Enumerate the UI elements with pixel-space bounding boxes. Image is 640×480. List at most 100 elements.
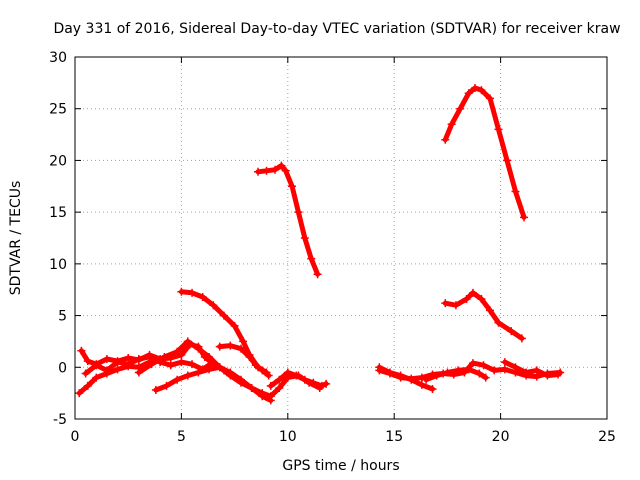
data-point	[456, 104, 465, 113]
data-point	[417, 380, 426, 389]
data-point	[288, 182, 297, 191]
data-point	[83, 381, 92, 390]
data-point	[543, 371, 552, 380]
grid-lines	[75, 57, 607, 419]
data-point	[239, 337, 248, 346]
data-point	[494, 318, 503, 327]
y-tick-label: 5	[58, 309, 67, 325]
x-tick-label: 15	[385, 429, 403, 445]
data-point	[230, 321, 239, 330]
data-point	[292, 371, 301, 380]
data-point	[183, 337, 192, 346]
data-point	[264, 371, 273, 380]
data-point	[266, 381, 275, 390]
data-point	[188, 288, 197, 297]
data-point	[134, 368, 143, 377]
data-point	[481, 373, 490, 382]
series-s15	[500, 358, 563, 380]
data-point	[502, 156, 511, 165]
data-point	[236, 378, 245, 387]
data-point	[194, 368, 203, 377]
data-point	[477, 86, 486, 95]
data-point	[477, 295, 486, 304]
data-point	[485, 306, 494, 315]
plot-frame	[74, 56, 608, 420]
data-point	[262, 166, 271, 175]
data-point	[277, 161, 286, 170]
data-point	[462, 295, 471, 304]
y-tick-label: 20	[49, 153, 67, 169]
data-point	[485, 94, 494, 103]
data-point	[281, 166, 290, 175]
data-point	[300, 234, 309, 242]
data-point	[451, 301, 460, 310]
data-point	[494, 125, 503, 134]
data-point	[300, 375, 309, 384]
data-point	[417, 373, 426, 382]
chart-title: Day 331 of 2016, Sidereal Day-to-day VTE…	[53, 21, 620, 37]
series-line	[442, 85, 527, 220]
data-point	[160, 352, 169, 361]
y-tick-label: 15	[49, 205, 67, 221]
data-point	[475, 369, 484, 378]
data-point	[215, 363, 224, 372]
data-point	[254, 167, 263, 176]
data-point	[258, 366, 267, 375]
y-tick-label: 30	[49, 50, 67, 66]
data-point	[198, 292, 207, 301]
data-point	[92, 361, 101, 370]
data-point	[313, 270, 322, 279]
x-tick-label: 10	[279, 429, 297, 445]
data-point	[490, 366, 499, 375]
data-point	[226, 341, 235, 350]
y-tick-label: 25	[49, 102, 67, 118]
series-s8	[75, 358, 154, 398]
x-tick-label: 20	[492, 429, 510, 445]
data-series	[75, 84, 565, 405]
data-point	[532, 366, 541, 375]
series-line	[153, 364, 274, 403]
data-point	[375, 366, 384, 375]
data-point	[183, 371, 192, 380]
x-axis-label: GPS time / hours	[282, 458, 399, 474]
data-point	[283, 368, 292, 377]
data-point	[307, 254, 316, 263]
data-point	[177, 358, 186, 367]
data-point	[226, 371, 235, 380]
series-s10	[134, 337, 324, 401]
data-point	[441, 135, 450, 144]
data-point	[162, 381, 171, 390]
series-line	[255, 163, 321, 277]
data-point	[147, 360, 156, 369]
data-point	[275, 383, 284, 392]
data-point	[500, 358, 509, 367]
y-axis-label: SDTVAR / TECUs	[8, 181, 24, 296]
data-point	[275, 375, 284, 384]
data-point	[407, 374, 416, 383]
data-point	[522, 368, 531, 377]
x-tick-label: 5	[177, 429, 186, 445]
data-point	[209, 301, 218, 310]
data-point	[134, 355, 143, 364]
series-s2	[441, 84, 529, 222]
data-point	[468, 288, 477, 297]
data-point	[432, 371, 441, 380]
data-point	[447, 120, 456, 129]
data-point	[188, 360, 197, 369]
data-point	[511, 363, 520, 372]
data-point	[124, 362, 133, 371]
data-point	[443, 368, 452, 377]
data-point	[520, 213, 529, 222]
data-point	[396, 373, 405, 382]
data-point	[205, 365, 214, 374]
series-s5	[215, 341, 273, 380]
data-point	[151, 386, 160, 395]
data-point	[422, 375, 431, 384]
data-point	[507, 327, 516, 336]
data-point	[166, 361, 175, 370]
data-point	[245, 352, 254, 361]
data-point	[468, 359, 477, 368]
data-point	[294, 208, 303, 217]
